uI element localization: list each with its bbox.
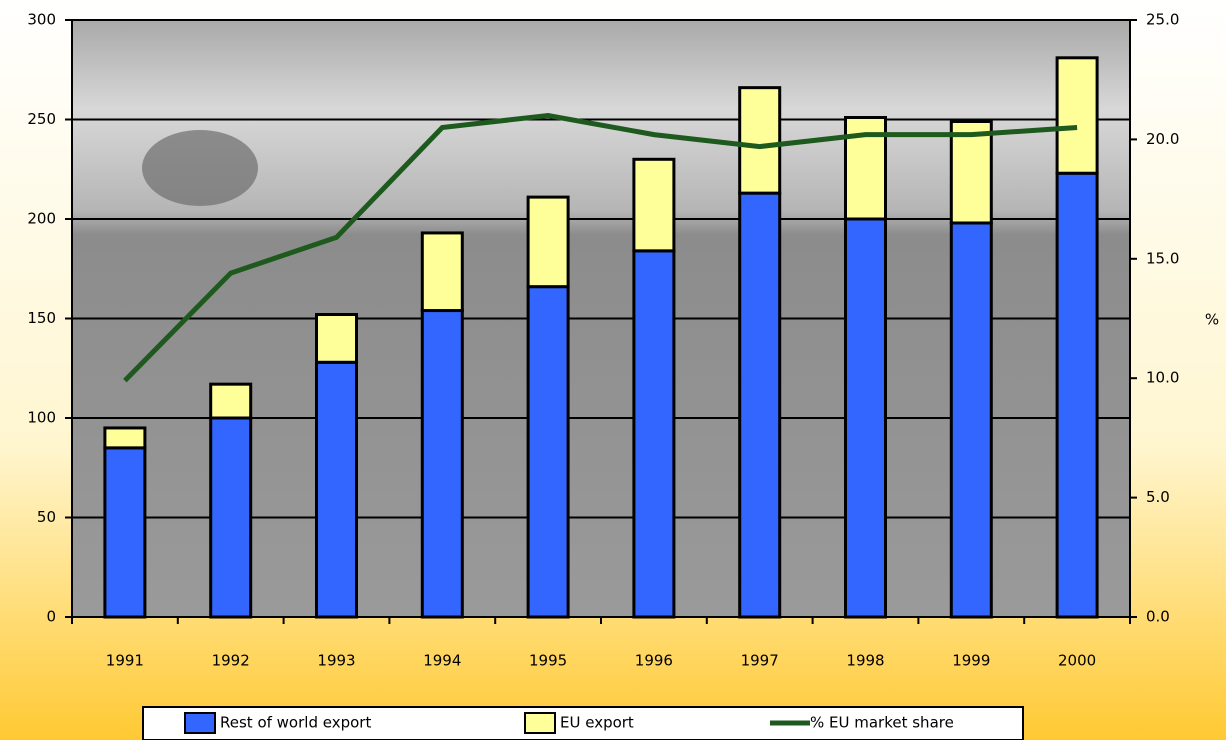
bar [103, 446, 147, 619]
y2-tick-label: 5.0 [1146, 488, 1170, 506]
x-tick-label: 1991 [106, 652, 144, 670]
bar [632, 157, 676, 253]
bar [844, 217, 887, 619]
legend-swatch [524, 712, 556, 734]
x-tick-label: 1998 [846, 652, 884, 670]
y2-tick-label: 20.0 [1146, 130, 1179, 148]
y2-tick-label: 10.0 [1146, 369, 1179, 387]
y2-tick-label: 15.0 [1146, 249, 1179, 267]
bar [738, 191, 782, 619]
y2-tick-label: 25.0 [1146, 11, 1179, 29]
bar [209, 416, 253, 619]
bar [526, 195, 570, 289]
y-tick-label: 200 [27, 210, 56, 228]
y2-axis-label: % [1205, 311, 1219, 329]
bar [103, 426, 147, 450]
y-tick-label: 300 [27, 11, 56, 29]
y-tick-label: 250 [27, 110, 56, 128]
legend-label: Rest of world export [220, 714, 371, 732]
tree [142, 130, 258, 206]
bar [949, 119, 993, 225]
bar [420, 231, 464, 313]
y2-tick-label: 0.0 [1146, 608, 1170, 626]
bar [315, 360, 358, 619]
y-tick-label: 50 [37, 508, 56, 526]
x-tick-label: 1999 [952, 652, 990, 670]
x-tick-label: 2000 [1058, 652, 1096, 670]
bar [949, 221, 993, 619]
bar [315, 313, 358, 364]
legend-swatch [184, 712, 216, 734]
line [123, 112, 1078, 383]
bar [632, 249, 676, 619]
bar [420, 309, 464, 619]
legend-label: EU export [560, 714, 634, 732]
y-tick-label: 0 [46, 608, 56, 626]
x-tick-label: 1995 [529, 652, 567, 670]
x-tick-label: 1996 [635, 652, 673, 670]
y-tick-label: 150 [27, 309, 56, 327]
x-tick-label: 1993 [317, 652, 355, 670]
bar [738, 86, 782, 195]
bar [526, 285, 570, 619]
x-tick-label: 1994 [423, 652, 461, 670]
y-tick-label: 100 [27, 409, 56, 427]
x-tick-label: 1997 [741, 652, 779, 670]
bar [1055, 171, 1099, 619]
legend-label: % EU market share [810, 714, 954, 732]
bar [1055, 56, 1099, 175]
x-tick-label: 1992 [212, 652, 250, 670]
bar [209, 382, 253, 420]
